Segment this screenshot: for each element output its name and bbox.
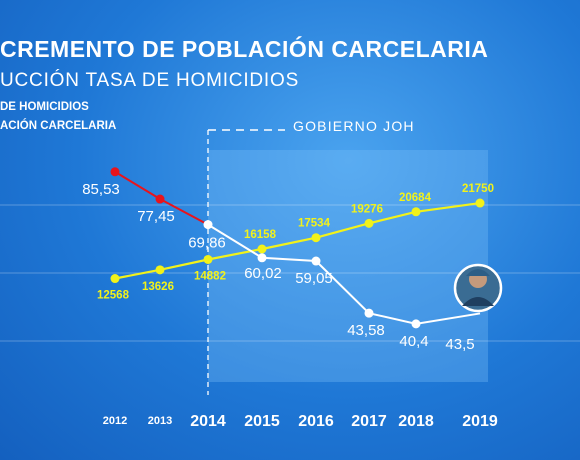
legend-prison-population: ACIÓN CARCELARIA xyxy=(0,120,117,132)
homicide-point xyxy=(110,167,120,177)
homicide-point xyxy=(257,253,267,263)
prison-data-label: 21750 xyxy=(462,183,494,195)
page-subtitle: UCCIÓN TASA DE HOMICIDIOS xyxy=(0,70,300,91)
prison-series-line xyxy=(114,201,481,280)
x-tick-label: 2018 xyxy=(398,413,434,430)
government-period-panel xyxy=(208,150,488,382)
prison-data-label: 16158 xyxy=(244,229,277,241)
homicide-point xyxy=(311,256,321,266)
government-label: GOBIERNO JOH xyxy=(293,118,415,134)
x-tick-label: 2019 xyxy=(462,413,498,430)
prison-point xyxy=(364,218,374,228)
prison-data-label: 14882 xyxy=(194,270,226,282)
homicide-point xyxy=(155,194,165,204)
prison-point xyxy=(475,198,485,208)
homicide-data-label: 43,5 xyxy=(445,336,474,353)
legend-homicides: DE HOMICIDIOS xyxy=(0,101,89,113)
page-title: CREMENTO DE POBLACIÓN CARCELARIA xyxy=(0,36,489,62)
prison-point xyxy=(203,254,213,264)
homicide-data-label: 40,4 xyxy=(399,333,428,350)
prison-point xyxy=(311,233,321,243)
homicide-point xyxy=(364,308,374,318)
x-tick-label: 2013 xyxy=(148,415,172,427)
homicide-data-label: 69,86 xyxy=(188,235,226,252)
police-officer-photo xyxy=(453,263,503,313)
homicide-data-label: 85,53 xyxy=(82,181,120,198)
homicide-point xyxy=(411,319,421,329)
prison-point xyxy=(411,207,421,217)
homicide-data-label: 59,05 xyxy=(295,270,333,287)
x-tick-label: 2012 xyxy=(103,415,127,427)
homicide-series-line-after xyxy=(207,223,481,325)
prison-point xyxy=(257,244,267,254)
homicide-data-label: 43,58 xyxy=(347,322,385,339)
homicide-data-label: 77,45 xyxy=(137,208,175,225)
prison-point xyxy=(155,265,165,275)
homicide-point xyxy=(203,220,213,230)
prison-data-label: 19276 xyxy=(351,203,383,215)
prison-point xyxy=(110,274,120,284)
prison-data-label: 20684 xyxy=(399,192,432,204)
x-tick-label: 2015 xyxy=(244,413,280,430)
x-tick-label: 2016 xyxy=(298,413,334,430)
homicide-data-label: 60,02 xyxy=(244,265,282,282)
prison-data-label: 17534 xyxy=(298,218,331,230)
prison-data-label: 13626 xyxy=(142,281,174,293)
x-tick-label: 2014 xyxy=(190,413,226,430)
x-tick-label: 2017 xyxy=(351,413,387,430)
prison-data-label: 12568 xyxy=(97,290,130,302)
